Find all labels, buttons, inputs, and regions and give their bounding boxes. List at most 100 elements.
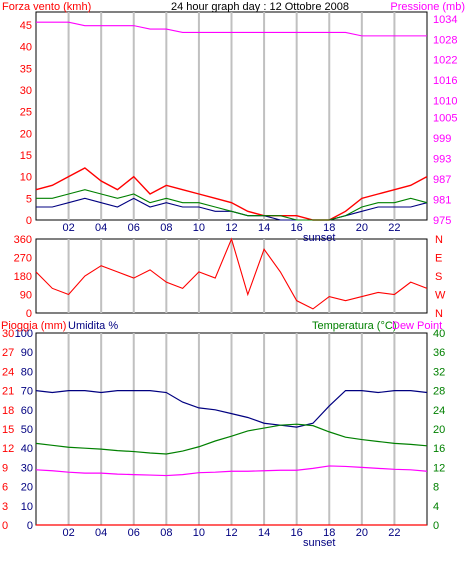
rain-tick-label: 30 bbox=[2, 328, 14, 340]
humidity-tick-label: 30 bbox=[21, 462, 33, 474]
hour-tick-label: 08 bbox=[160, 222, 172, 234]
humidity-tick-label: 80 bbox=[21, 366, 33, 378]
direction-tick-label: 0 bbox=[26, 308, 32, 320]
temperature-tick-label: 24 bbox=[433, 405, 445, 417]
rain-tick-label: 15 bbox=[2, 424, 14, 436]
pressure-series bbox=[36, 21, 427, 37]
humidity-tick-label: 20 bbox=[21, 482, 33, 494]
sunset-label: sunset bbox=[303, 232, 335, 244]
wind-speed-tick-label: 35 bbox=[20, 63, 32, 75]
dew-point-series bbox=[35, 465, 428, 477]
rain-tick-label: 6 bbox=[2, 482, 8, 494]
hour-tick-label: 14 bbox=[258, 527, 270, 539]
compass-tick-label: N bbox=[435, 308, 443, 320]
hour-tick-label: 06 bbox=[128, 222, 140, 234]
wind-speed-tick-label: 10 bbox=[20, 172, 32, 184]
humidity-tick-label: 50 bbox=[21, 424, 33, 436]
hour-tick-label: 06 bbox=[128, 527, 140, 539]
temperature-tick-label: 16 bbox=[433, 443, 445, 455]
hour-tick-label: 18 bbox=[323, 527, 335, 539]
chart-title: 24 hour graph day : 12 Ottobre 2008 bbox=[171, 1, 349, 13]
pressure-tick-label: 987 bbox=[433, 174, 451, 186]
pressure-tick-label: 1028 bbox=[433, 34, 457, 46]
hour-tick-label: 20 bbox=[356, 527, 368, 539]
humidity-tick-label: 70 bbox=[21, 386, 33, 398]
wind-speed-tick-label: 25 bbox=[20, 107, 32, 119]
wind-speed-tick-label: 45 bbox=[20, 20, 32, 32]
rain-tick-label: 21 bbox=[2, 386, 14, 398]
sunset-label: sunset bbox=[303, 537, 335, 549]
pressure-tick-label: 1010 bbox=[433, 96, 457, 108]
hour-tick-label: 02 bbox=[62, 222, 74, 234]
hour-tick-label: 16 bbox=[291, 222, 303, 234]
hour-tick-label: 20 bbox=[356, 222, 368, 234]
compass-tick-label: W bbox=[435, 290, 446, 302]
wind-speed-axis-title: Forza vento (kmh) bbox=[2, 1, 92, 13]
wind-speed-series bbox=[35, 167, 428, 221]
compass-tick-label: S bbox=[435, 271, 442, 283]
rain-tick-label: 18 bbox=[2, 405, 14, 417]
rain-tick-label: 3 bbox=[2, 501, 8, 513]
hour-tick-label: 10 bbox=[193, 222, 205, 234]
temperature-series bbox=[35, 423, 428, 455]
hour-tick-label: 22 bbox=[388, 527, 400, 539]
hour-tick-label: 12 bbox=[225, 222, 237, 234]
temperature-tick-label: 12 bbox=[433, 462, 445, 474]
rain-tick-label: 24 bbox=[2, 366, 14, 378]
pressure-tick-label: 993 bbox=[433, 154, 451, 166]
pressure-tick-label: 999 bbox=[433, 133, 451, 145]
wind-direction-series bbox=[35, 237, 428, 310]
wind-speed-tick-label: 30 bbox=[20, 85, 32, 97]
wind-speed-tick-label: 20 bbox=[20, 128, 32, 140]
rain-tick-label: 9 bbox=[2, 462, 8, 474]
rain-tick-label: 12 bbox=[2, 443, 14, 455]
hour-tick-label: 14 bbox=[258, 222, 270, 234]
direction-tick-label: 270 bbox=[14, 253, 32, 265]
direction-tick-label: 180 bbox=[14, 271, 32, 283]
pressure-tick-label: 1034 bbox=[433, 14, 457, 26]
wind-speed-tick-label: 40 bbox=[20, 42, 32, 54]
hour-tick-label: 12 bbox=[225, 527, 237, 539]
temperature-tick-label: 28 bbox=[433, 386, 445, 398]
direction-tick-label: 360 bbox=[14, 234, 32, 246]
hour-tick-label: 10 bbox=[193, 527, 205, 539]
temperature-tick-label: 40 bbox=[433, 328, 445, 340]
humidity-tick-label: 90 bbox=[21, 347, 33, 359]
humidity-tick-label: 0 bbox=[27, 520, 33, 532]
rain-tick-label: 0 bbox=[2, 520, 8, 532]
temperature-tick-label: 4 bbox=[433, 501, 439, 513]
rain-tick-label: 27 bbox=[2, 347, 14, 359]
hour-tick-label: 16 bbox=[291, 527, 303, 539]
hour-tick-label: 18 bbox=[323, 222, 335, 234]
pressure-axis-title: Pressione (mb) bbox=[390, 1, 465, 13]
pressure-tick-label: 1016 bbox=[433, 75, 457, 87]
humidity-tick-label: 10 bbox=[21, 501, 33, 513]
temperature-tick-label: 8 bbox=[433, 482, 439, 494]
temperature-tick-label: 20 bbox=[433, 424, 445, 436]
pressure-tick-label: 975 bbox=[433, 215, 451, 227]
wind-gust-series bbox=[36, 189, 428, 221]
humidity-axis-title: Umidita % bbox=[68, 320, 119, 332]
temperature-tick-label: 32 bbox=[433, 366, 445, 378]
temperature-tick-label: 36 bbox=[433, 347, 445, 359]
hour-tick-label: 04 bbox=[95, 222, 107, 234]
compass-tick-label: N bbox=[435, 234, 443, 246]
hour-tick-label: 02 bbox=[62, 527, 74, 539]
humidity-series bbox=[35, 390, 428, 428]
wind-speed-tick-label: 0 bbox=[26, 215, 32, 227]
pressure-tick-label: 981 bbox=[433, 195, 451, 207]
wind-speed-tick-label: 15 bbox=[20, 150, 32, 162]
humidity-tick-label: 100 bbox=[15, 328, 33, 340]
dew-point-axis-title: Dew Point bbox=[392, 320, 443, 332]
humidity-tick-label: 60 bbox=[21, 405, 33, 417]
direction-tick-label: 90 bbox=[20, 290, 32, 302]
pressure-tick-label: 1022 bbox=[433, 55, 457, 67]
hour-tick-label: 08 bbox=[160, 527, 172, 539]
humidity-tick-label: 40 bbox=[21, 443, 33, 455]
wind-speed-tick-label: 5 bbox=[26, 193, 32, 205]
pressure-tick-label: 1005 bbox=[433, 113, 457, 125]
temperature-tick-label: 0 bbox=[433, 520, 439, 532]
rain-axis-title: Pioggia (mm) bbox=[1, 320, 67, 332]
